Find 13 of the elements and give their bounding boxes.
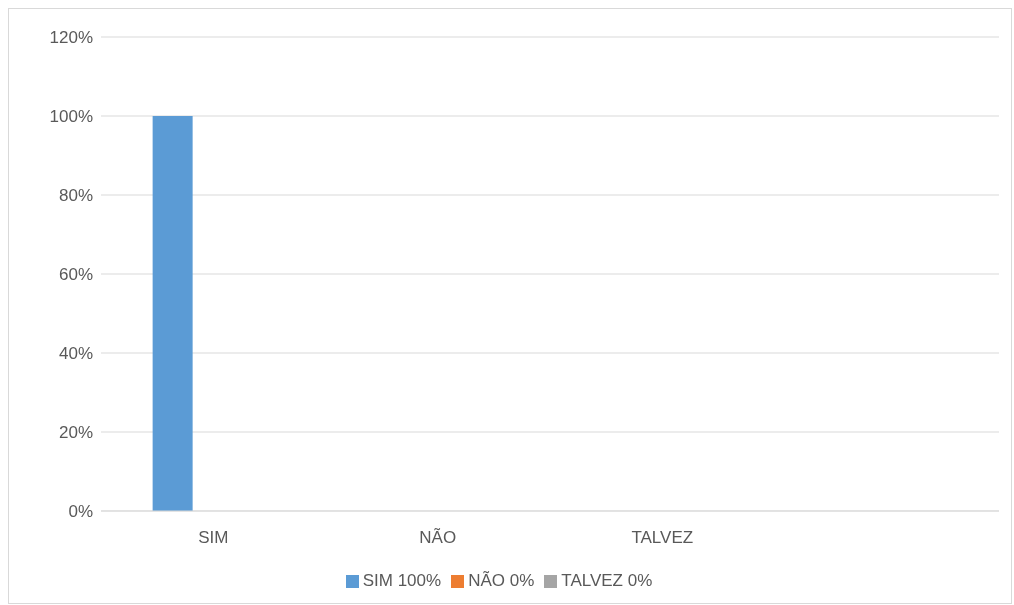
y-tick-label: 80%: [58, 186, 93, 206]
legend-label: NÃO 0%: [468, 571, 535, 590]
x-tick-label: SIM: [198, 528, 229, 548]
y-tick-label: 60%: [58, 265, 93, 285]
y-tick-label: 120%: [49, 28, 93, 48]
legend-label: TALVEZ 0%: [561, 571, 653, 590]
y-tick-label: 20%: [58, 423, 93, 443]
x-tick-label: TALVEZ: [631, 528, 694, 548]
legend-label: SIM 100%: [362, 571, 442, 590]
x-tick-label: NÃO: [419, 528, 457, 548]
y-tick-label: 100%: [49, 107, 93, 127]
y-tick-label: 40%: [58, 344, 93, 364]
y-tick-label: 0%: [68, 502, 93, 522]
